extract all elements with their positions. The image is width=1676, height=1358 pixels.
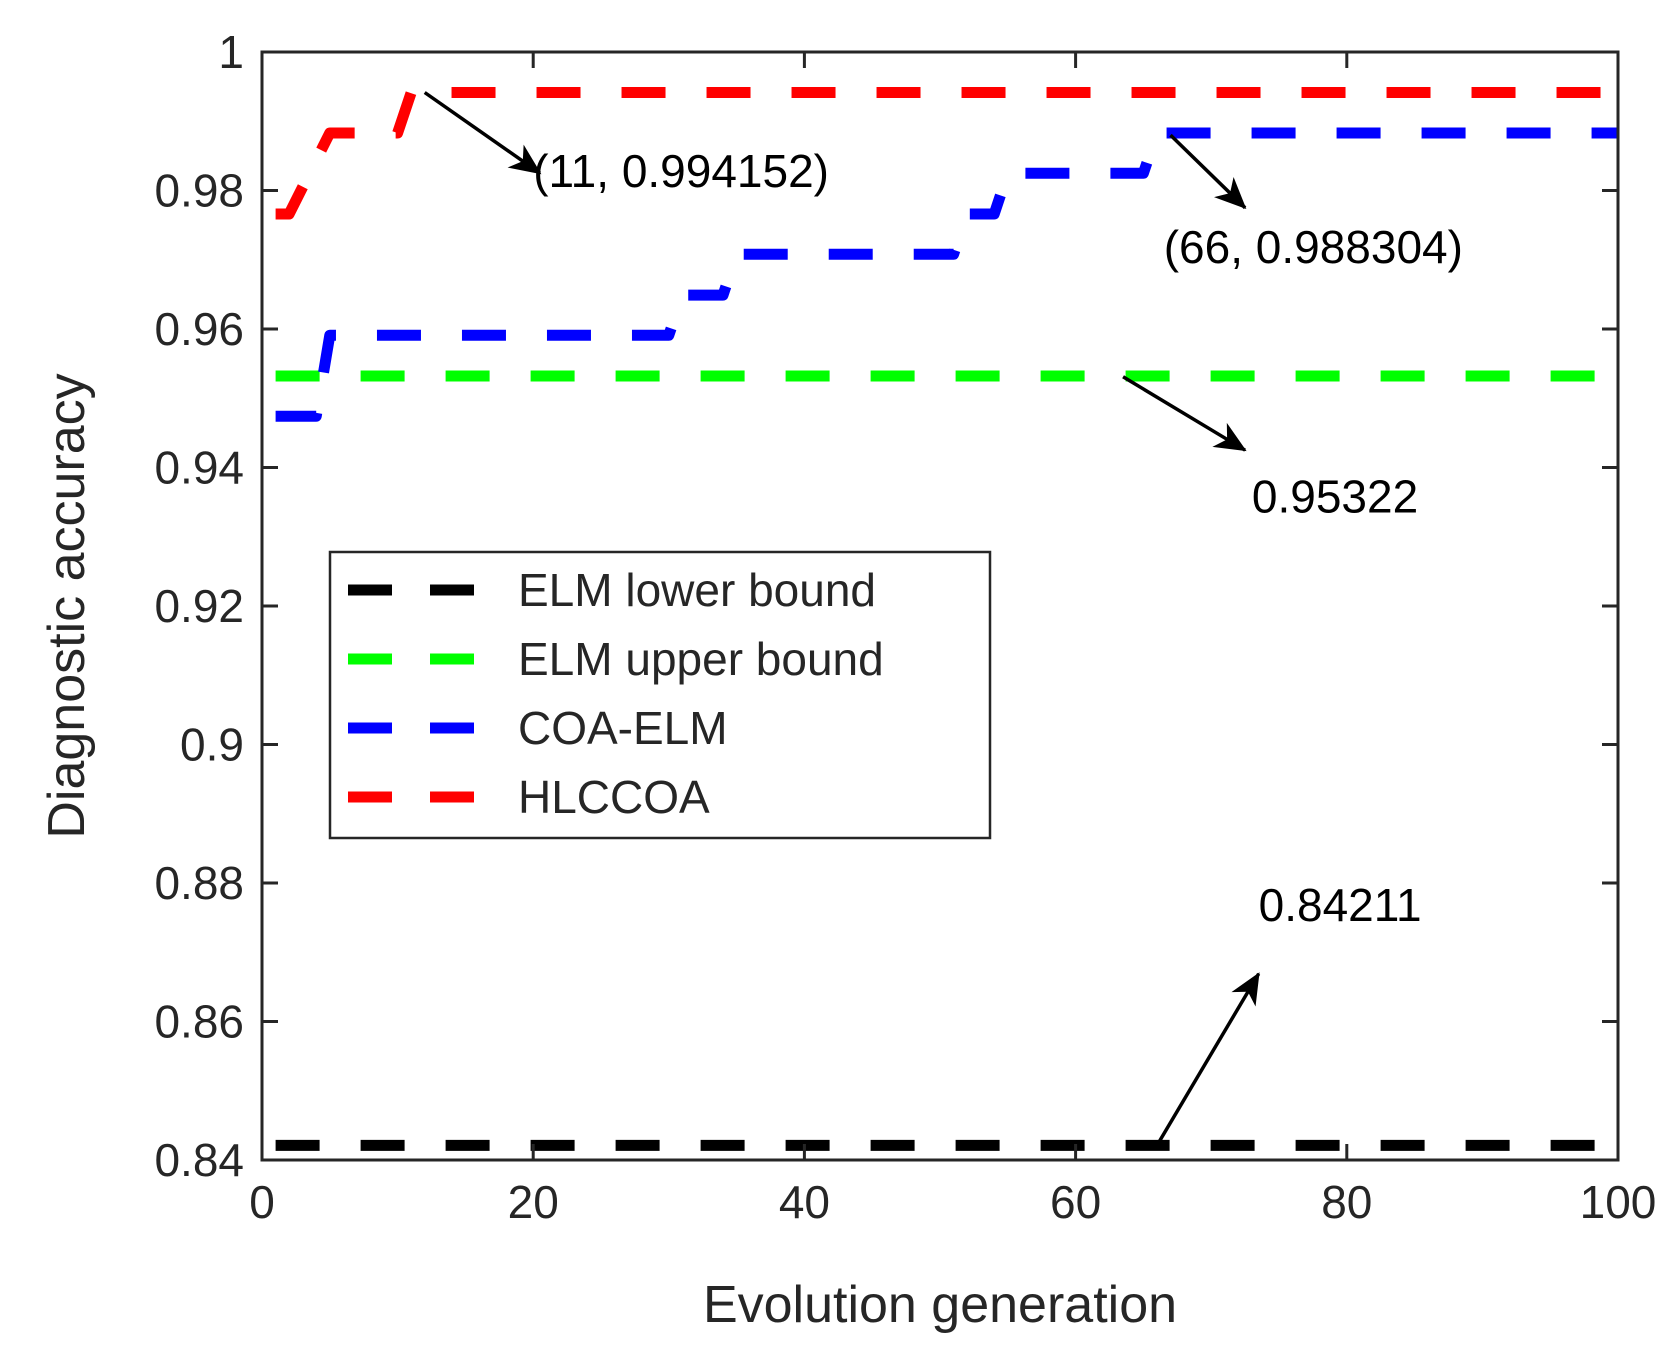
annotation-arrow [1155, 972, 1261, 1147]
legend: ELM lower bound ELM upper bound COA-ELM HLC… [328, 550, 992, 840]
y-tick-label: 0.88 [154, 857, 244, 909]
annotation-label: 0.84211 [1259, 879, 1422, 931]
x-tick-label: 20 [508, 1176, 559, 1228]
y-tick-label: 0.84 [154, 1134, 244, 1186]
y-axis-title: Diagnostic accuracy [38, 373, 96, 838]
y-tick-label: 0.96 [154, 303, 244, 355]
y-tick-label: 0.9 [180, 719, 244, 771]
legend-box [328, 550, 992, 840]
legend-label-elm-upper-bound: ELM upper bound [518, 633, 884, 685]
legend-label-coa-elm: COA-ELM [518, 702, 728, 754]
legend-label-elm-lower-bound: ELM lower bound [518, 564, 876, 616]
annotation-label: (66, 0.988304) [1164, 221, 1463, 273]
y-tick-label: 0.98 [154, 165, 244, 217]
series-line-hlccoa [275, 87, 1618, 220]
axes-layer: 0 20 40 60 80 100 0.84 0.86 0.88 0.9 0.92 0.94 0.96 0… [154, 26, 1656, 1228]
y-tick-label: 0.86 [154, 996, 244, 1048]
annotation-label: 0.95322 [1252, 471, 1418, 523]
annotation-arrow [1169, 133, 1247, 210]
series-layer [275, 87, 1618, 1151]
y-tick-label: 0.94 [154, 442, 244, 494]
y-tick-label: 0.92 [154, 580, 244, 632]
y-tick-label: 1 [218, 26, 244, 78]
x-axis-title: Evolution generation [703, 1276, 1177, 1334]
x-tick-label: 40 [779, 1176, 830, 1228]
annotation-layer: (11, 0.994152) (66, 0.988304) 0.95322 0.842… [423, 91, 1463, 1147]
series-line-coa-elm [275, 127, 1618, 422]
x-tick-label: 80 [1321, 1176, 1372, 1228]
annotation-arrow [1122, 375, 1247, 452]
legend-label-hlccoa: HLCCOA [518, 771, 710, 823]
x-tick-label: 100 [1580, 1176, 1657, 1228]
annotation-arrow [423, 91, 542, 175]
x-tick-label: 60 [1050, 1176, 1101, 1228]
x-tick-label: 0 [249, 1176, 275, 1228]
annotation-label: (11, 0.994152) [533, 145, 829, 197]
